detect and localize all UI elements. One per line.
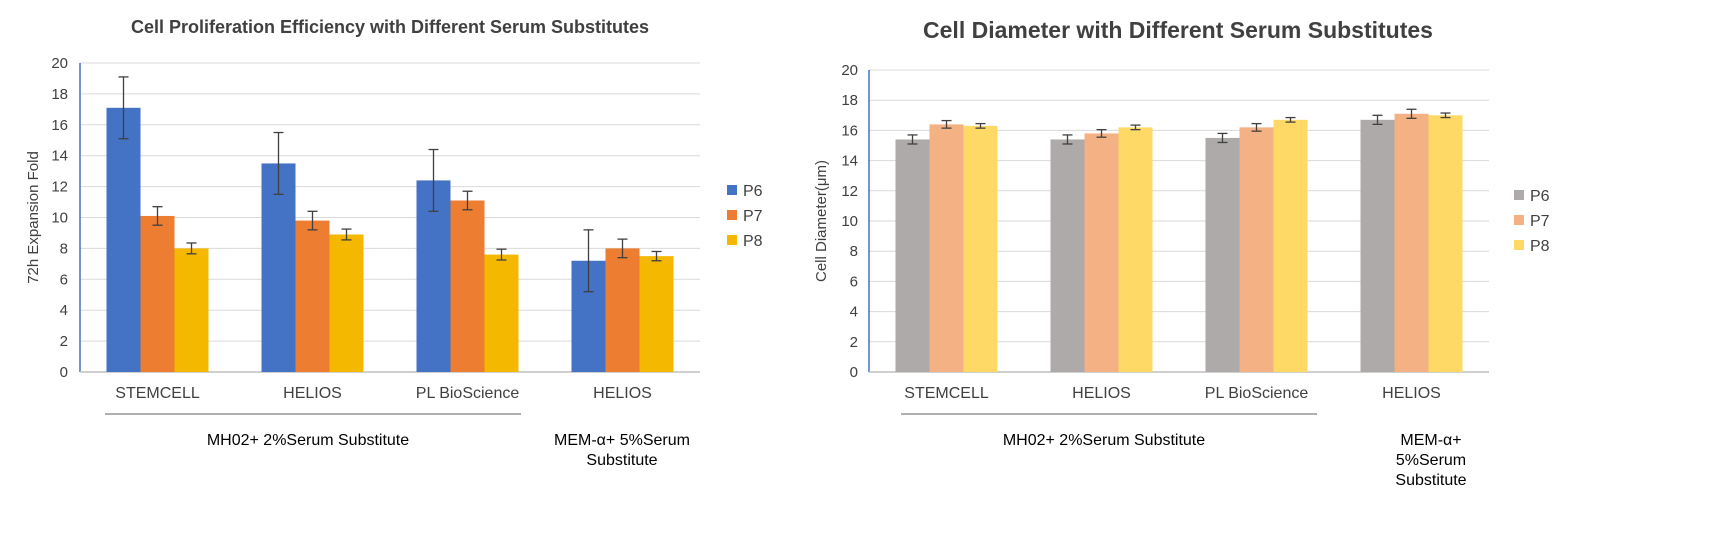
bar-p8-1 bbox=[963, 125, 998, 373]
y-tick-label: 18 bbox=[51, 86, 68, 103]
legend-label-p8: P8 bbox=[1530, 238, 1550, 255]
legend-label-p8: P8 bbox=[743, 233, 763, 250]
bar-p8-1 bbox=[174, 248, 209, 372]
legend-swatch-p6 bbox=[727, 185, 737, 195]
y-tick-label: 16 bbox=[51, 117, 68, 134]
x-tick-label: HELIOS bbox=[283, 385, 342, 402]
y-tick-label: 0 bbox=[850, 364, 858, 381]
group-label-line: 5%Serum bbox=[1396, 452, 1466, 469]
chart-title: Cell Diameter with Different Serum Subst… bbox=[923, 17, 1433, 43]
bar-p6-1 bbox=[895, 139, 930, 372]
y-tick-label: 14 bbox=[841, 153, 858, 170]
bar-p8-2 bbox=[1118, 127, 1153, 372]
y-tick-label: 8 bbox=[60, 240, 68, 257]
bar-p7-3 bbox=[450, 200, 485, 372]
x-tick-label: PL BioScience bbox=[416, 385, 520, 402]
bar-p6-3 bbox=[416, 180, 451, 372]
bar-p8-2 bbox=[329, 234, 364, 372]
x-tick-label: STEMCELL bbox=[904, 385, 989, 402]
y-tick-label: 4 bbox=[850, 304, 858, 321]
bar-p8-3 bbox=[484, 254, 519, 372]
legend-swatch-p7 bbox=[727, 210, 737, 220]
bar-p8-3 bbox=[1273, 119, 1308, 372]
x-tick-label: HELIOS bbox=[593, 385, 652, 402]
group-label: MEM-α+ 5%Serum Substitute bbox=[1395, 432, 1466, 489]
bar-p8-4 bbox=[1428, 115, 1463, 373]
y-tick-label: 18 bbox=[841, 92, 858, 109]
legend-label-p7: P7 bbox=[1530, 213, 1550, 230]
group-label-line: Substitute bbox=[586, 452, 657, 469]
proliferation-chart: Cell Proliferation Efficiency with Diffe… bbox=[25, 17, 763, 469]
group-label-line: MEM-α+ 5%Serum bbox=[554, 432, 690, 449]
legend-swatch-p7 bbox=[1514, 215, 1524, 225]
y-axis-label: Cell Diameter(μm) bbox=[813, 160, 830, 282]
legend-label-p6: P6 bbox=[1530, 188, 1550, 205]
group-label-line: Substitute bbox=[1395, 472, 1466, 489]
y-tick-label: 0 bbox=[60, 364, 68, 381]
bar-p6-1 bbox=[106, 107, 141, 373]
bar-p7-1 bbox=[140, 215, 175, 372]
y-tick-label: 16 bbox=[841, 122, 858, 139]
legend-label-p6: P6 bbox=[743, 183, 763, 200]
y-tick-label: 12 bbox=[51, 179, 68, 196]
x-tick-label: HELIOS bbox=[1072, 385, 1131, 402]
y-tick-label: 14 bbox=[51, 148, 68, 165]
diameter-chart: Cell Diameter with Different Serum Subst… bbox=[813, 17, 1550, 489]
group-label: MH02+ 2%Serum Substitute bbox=[207, 432, 409, 449]
y-tick-label: 20 bbox=[51, 55, 68, 72]
bar-p6-2 bbox=[261, 163, 296, 372]
x-tick-label: PL BioScience bbox=[1205, 385, 1309, 402]
legend-swatch-p8 bbox=[727, 235, 737, 245]
y-axis-label: 72h Expansion Fold bbox=[25, 151, 42, 284]
y-tick-label: 10 bbox=[841, 213, 858, 230]
group-label: MEM-α+ 5%Serum Substitute bbox=[554, 432, 690, 469]
x-tick-label: STEMCELL bbox=[115, 385, 200, 402]
group-label: MH02+ 2%Serum Substitute bbox=[1003, 432, 1205, 449]
chart-title: Cell Proliferation Efficiency with Diffe… bbox=[131, 17, 649, 37]
bar-p7-2 bbox=[1084, 133, 1119, 372]
y-tick-label: 2 bbox=[60, 333, 68, 350]
bar-p8-4 bbox=[639, 256, 674, 372]
legend-swatch-p6 bbox=[1514, 190, 1524, 200]
y-tick-label: 6 bbox=[850, 273, 858, 290]
bar-p6-2 bbox=[1050, 139, 1085, 372]
y-tick-label: 8 bbox=[850, 243, 858, 260]
bar-p7-4 bbox=[1394, 113, 1429, 372]
legend-label-p7: P7 bbox=[743, 208, 763, 225]
y-tick-label: 10 bbox=[51, 210, 68, 227]
bar-p7-3 bbox=[1239, 127, 1274, 372]
x-tick-label: HELIOS bbox=[1382, 385, 1441, 402]
y-tick-label: 12 bbox=[841, 183, 858, 200]
bar-p6-4 bbox=[1360, 119, 1395, 372]
bar-p6-3 bbox=[1205, 137, 1240, 372]
y-tick-label: 20 bbox=[841, 62, 858, 79]
bar-p7-1 bbox=[929, 124, 964, 372]
y-tick-label: 2 bbox=[850, 334, 858, 351]
bar-p7-4 bbox=[605, 248, 640, 372]
y-tick-label: 6 bbox=[60, 271, 68, 288]
legend-swatch-p8 bbox=[1514, 240, 1524, 250]
bar-p7-2 bbox=[295, 220, 330, 372]
group-label-line: MEM-α+ bbox=[1400, 432, 1461, 449]
y-tick-label: 4 bbox=[60, 302, 68, 319]
